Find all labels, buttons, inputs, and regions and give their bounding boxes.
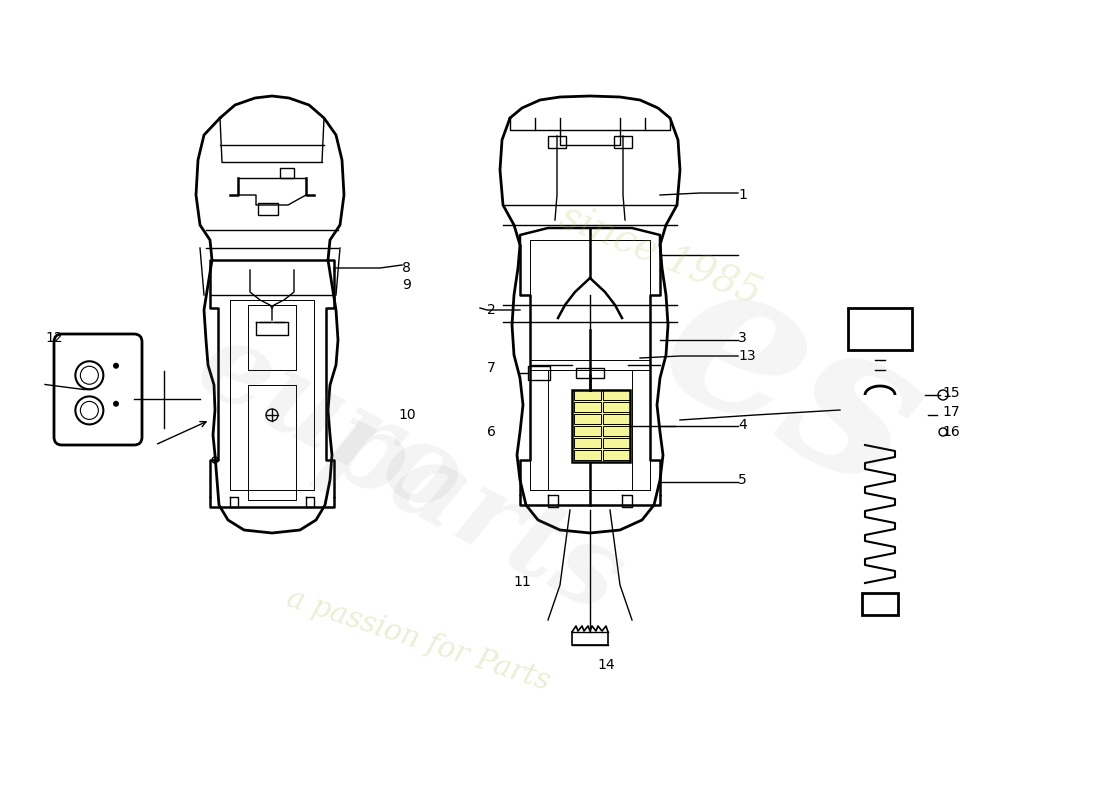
- Circle shape: [113, 401, 119, 406]
- Bar: [603, 390, 630, 400]
- Bar: [576, 368, 604, 378]
- Text: 7: 7: [487, 361, 496, 375]
- Text: 3: 3: [738, 331, 747, 345]
- Text: a passion for Parts: a passion for Parts: [283, 584, 553, 696]
- Bar: [848, 308, 912, 350]
- Bar: [574, 390, 601, 400]
- Text: 2: 2: [487, 303, 496, 317]
- Bar: [574, 426, 601, 436]
- Text: 8: 8: [402, 261, 411, 275]
- Bar: [572, 390, 630, 462]
- Bar: [280, 168, 294, 178]
- Text: 11: 11: [513, 575, 530, 589]
- Bar: [603, 426, 630, 436]
- Text: 12: 12: [45, 331, 63, 345]
- Bar: [572, 390, 630, 462]
- Text: 15: 15: [942, 386, 959, 400]
- Bar: [574, 450, 601, 460]
- Bar: [574, 414, 601, 424]
- Bar: [548, 136, 566, 148]
- Text: 6: 6: [487, 425, 496, 439]
- Bar: [862, 593, 898, 615]
- Bar: [614, 136, 632, 148]
- Text: 16: 16: [942, 425, 959, 439]
- Text: 9: 9: [402, 278, 411, 292]
- Bar: [603, 438, 630, 448]
- Bar: [258, 203, 278, 215]
- Bar: [603, 402, 630, 412]
- Bar: [528, 366, 550, 380]
- Text: es: es: [629, 231, 955, 537]
- Text: 14: 14: [597, 658, 615, 672]
- Bar: [603, 414, 630, 424]
- Text: 13: 13: [738, 349, 756, 363]
- Circle shape: [113, 362, 119, 369]
- Text: 5: 5: [738, 473, 747, 487]
- Text: 17: 17: [942, 405, 959, 419]
- Bar: [603, 450, 630, 460]
- Bar: [574, 402, 601, 412]
- Bar: [574, 438, 601, 448]
- Text: parts: parts: [306, 389, 640, 635]
- Text: 10: 10: [398, 408, 416, 422]
- Text: 4: 4: [738, 418, 747, 432]
- Text: euro: euro: [179, 310, 481, 538]
- Text: 1: 1: [738, 188, 747, 202]
- Text: since 1985: since 1985: [554, 199, 766, 313]
